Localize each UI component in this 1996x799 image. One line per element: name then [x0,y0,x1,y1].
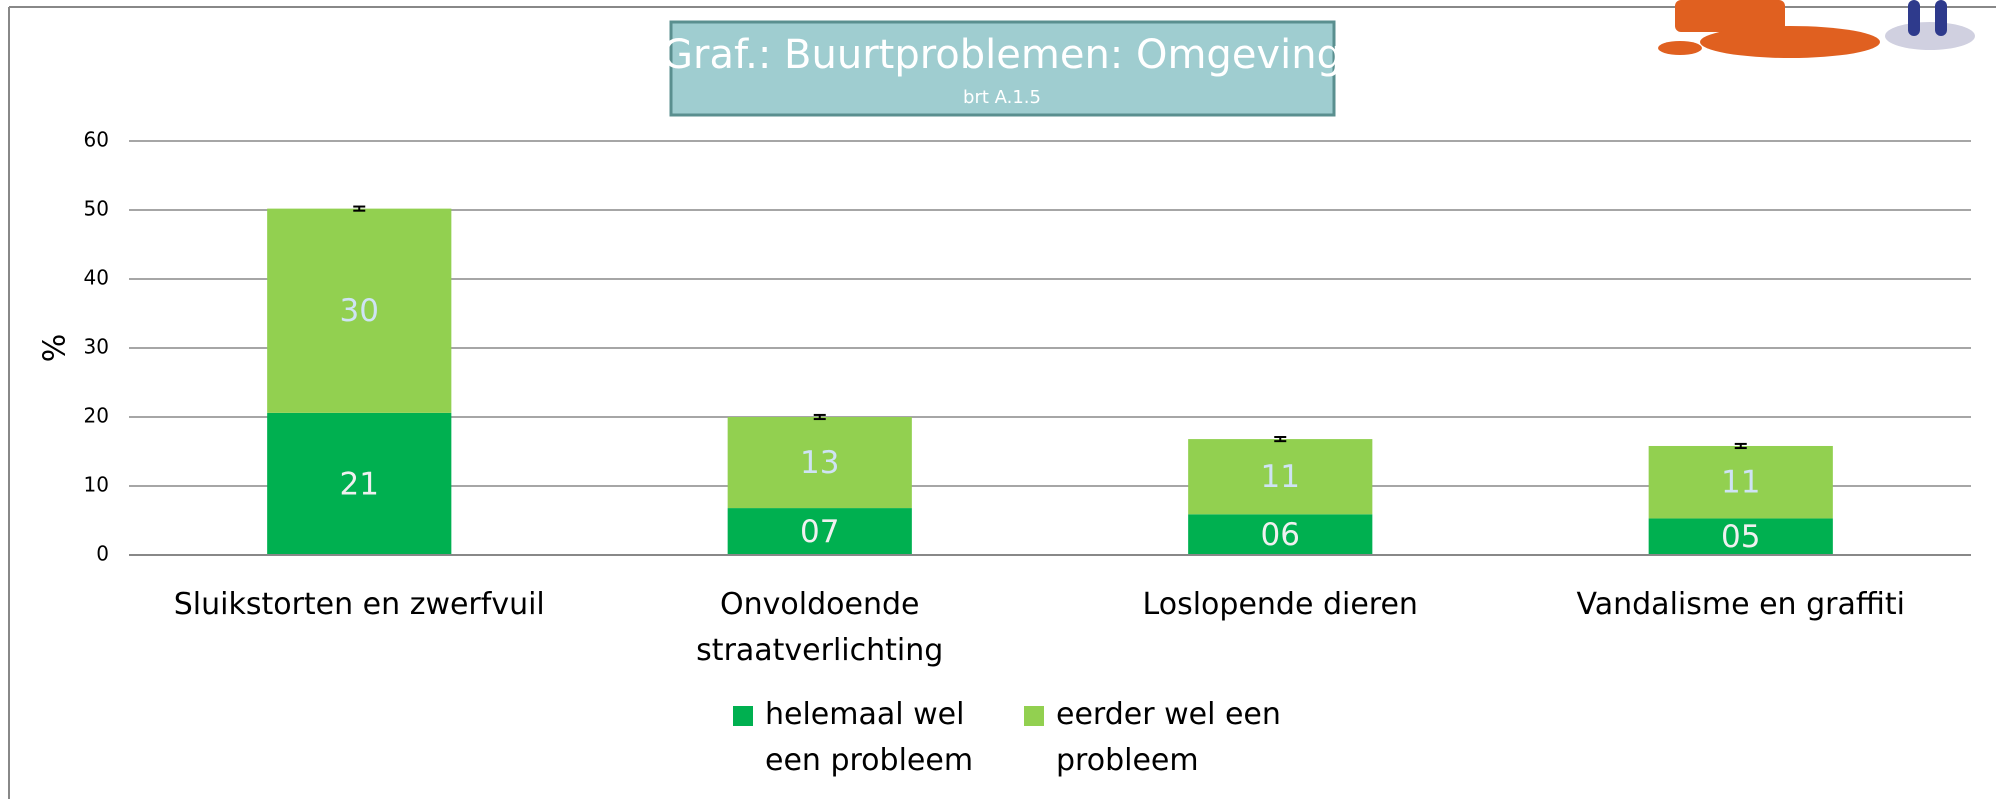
data-label: 11 [1721,465,1760,501]
bar-segment [1648,518,1833,555]
decoration [1658,0,1975,58]
bar-segment [267,208,452,413]
legend-swatch [733,706,753,726]
x-tick-label: Loslopende dieren [1142,587,1418,622]
chart-subtitle: brt A.1.5 [963,87,1041,108]
data-label: 05 [1721,519,1760,555]
bar-segment [267,412,452,555]
x-tick-label: Sluikstorten en zwerfvuil [173,587,545,622]
bar-segment [1648,445,1833,519]
data-label: 13 [800,445,839,481]
y-tick-label: 40 [84,266,109,290]
legend-label: helemaal wel een probleem [765,697,974,778]
y-axis-label: % [38,334,73,363]
legend-swatch [1024,706,1044,726]
y-tick-label: 20 [84,404,109,428]
error-bar [353,205,366,212]
bar-segment [1188,439,1373,515]
error-bar [1274,436,1287,443]
bar-segment [727,417,912,509]
data-label: 30 [340,293,379,329]
y-tick-label: 10 [84,473,109,497]
x-tick-label: Vandalisme en graffiti [1576,587,1905,622]
chart-title: Graf.: Buurtproblemen: Omgeving [662,32,1342,78]
error-bar [1734,442,1747,450]
y-tick-label: 60 [84,128,109,152]
title-box [669,20,1336,117]
bar-segment [727,508,912,555]
x-tick-label: Onvoldoende straatverlichting [696,587,944,668]
error-bar [813,413,826,421]
y-tick-label: 30 [84,335,109,359]
data-label: 21 [340,466,379,502]
y-tick-label: 50 [84,197,109,221]
legend-label: eerder wel een probleem [1056,697,1281,778]
data-label: 11 [1261,459,1300,495]
data-label: 07 [800,514,839,550]
y-tick-label: 0 [96,542,109,566]
data-label: 06 [1261,517,1300,553]
bar-segment [1188,514,1373,555]
